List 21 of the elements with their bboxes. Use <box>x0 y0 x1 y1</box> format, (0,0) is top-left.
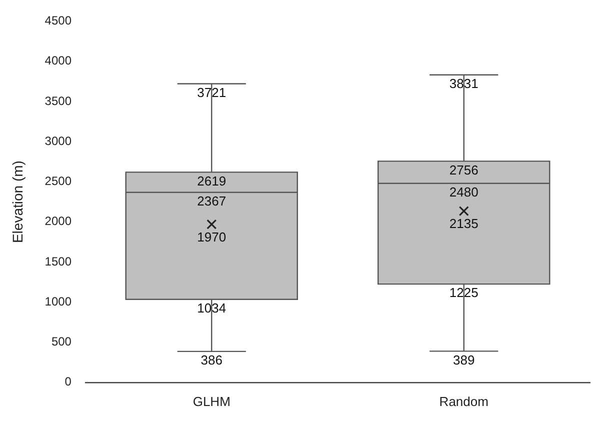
y-tick-label: 0 <box>64 374 72 389</box>
annotation: 2135 <box>449 216 478 232</box>
y-tick-label: 4500 <box>44 14 72 28</box>
y-tick-label: 2500 <box>44 174 72 188</box>
x-tick-label: Random <box>439 394 488 409</box>
y-tick-label: 500 <box>51 334 72 349</box>
annotation: 2619 <box>197 173 226 188</box>
y-tick-label: 3500 <box>44 94 72 108</box>
x-tick-label: GLHM <box>192 394 230 409</box>
y-tick-label: 3000 <box>44 134 72 148</box>
annotation: 2480 <box>449 184 478 200</box>
annotation: 2367 <box>197 193 226 208</box>
y-tick-label: 4000 <box>44 54 72 68</box>
y-axis-title: Elevation (m) <box>9 160 26 244</box>
annotation: 1970 <box>197 229 226 244</box>
annotation: 386 <box>200 352 222 368</box>
annotation: 2756 <box>449 162 478 178</box>
y-tick-label: 2000 <box>44 214 72 228</box>
y-tick-label: 1000 <box>44 294 72 308</box>
annotation: 389 <box>453 352 475 368</box>
y-tick-label: 1500 <box>44 254 72 268</box>
